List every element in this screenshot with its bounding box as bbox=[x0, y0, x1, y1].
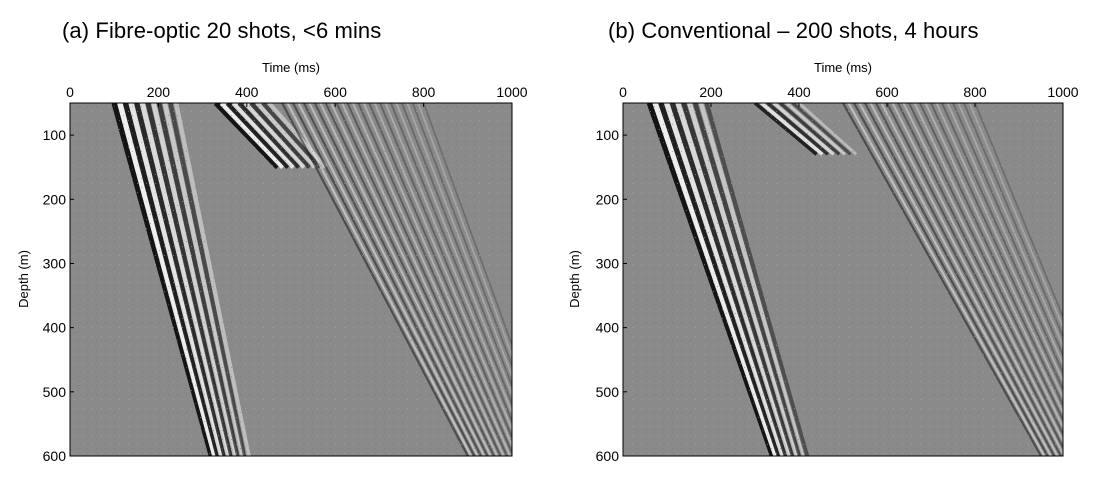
x-tick-label: 800 bbox=[412, 84, 436, 100]
panel-a-ylabel: Depth (m) bbox=[16, 250, 31, 308]
y-tick-label: 300 bbox=[596, 255, 620, 271]
panel-a-speckle bbox=[70, 103, 512, 456]
y-tick-label: 500 bbox=[43, 384, 67, 400]
y-tick-label: 300 bbox=[43, 255, 67, 271]
x-tick-label: 0 bbox=[66, 84, 74, 100]
y-tick-label: 400 bbox=[596, 320, 620, 336]
y-tick-label: 500 bbox=[596, 384, 620, 400]
x-tick-label: 600 bbox=[875, 84, 899, 100]
x-tick-label: 200 bbox=[147, 84, 171, 100]
y-tick-label: 200 bbox=[596, 191, 620, 207]
panel-a: Time (ms) Depth (m) 0 200 400 600 800 1000 10… bbox=[16, 60, 528, 464]
panel-b-speckle bbox=[623, 103, 1063, 456]
panel-b-frame bbox=[622, 102, 1064, 457]
panel-b-y-ticks: 100 200 300 400 500 600 bbox=[596, 127, 627, 464]
panel-a-xlabel: Time (ms) bbox=[262, 60, 320, 75]
panel-a-y-ticks: 100 200 300 400 500 600 bbox=[43, 127, 74, 464]
panel-b-xlabel: Time (ms) bbox=[814, 60, 872, 75]
x-tick-label: 600 bbox=[324, 84, 348, 100]
x-tick-label: 1000 bbox=[1047, 84, 1078, 100]
x-tick-label: 1000 bbox=[496, 84, 527, 100]
panel-b-title: (b) Conventional – 200 shots, 4 hours bbox=[608, 18, 979, 43]
y-tick-label: 100 bbox=[43, 127, 67, 143]
panel-a-title: (a) Fibre-optic 20 shots, <6 mins bbox=[62, 18, 382, 43]
x-tick-label: 0 bbox=[619, 84, 627, 100]
y-tick-label: 200 bbox=[43, 191, 67, 207]
y-tick-label: 100 bbox=[596, 127, 620, 143]
x-tick-label: 400 bbox=[235, 84, 259, 100]
panel-b-ylabel: Depth (m) bbox=[567, 250, 582, 308]
panel-a-x-ticks: 0 200 400 600 800 1000 bbox=[66, 84, 528, 107]
x-tick-label: 800 bbox=[963, 84, 987, 100]
x-tick-label: 200 bbox=[699, 84, 723, 100]
y-tick-label: 400 bbox=[43, 320, 67, 336]
panel-b: Time (ms) Depth (m) 0 200 400 600 800 1000 10… bbox=[567, 60, 1079, 464]
y-tick-label: 600 bbox=[43, 448, 67, 464]
panel-b-plot-area bbox=[623, 103, 1063, 456]
panel-a-plot-area bbox=[70, 103, 512, 456]
panel-a-frame bbox=[69, 102, 513, 457]
x-tick-label: 400 bbox=[787, 84, 811, 100]
panel-b-x-ticks: 0 200 400 600 800 1000 bbox=[619, 84, 1079, 107]
y-tick-label: 600 bbox=[596, 448, 620, 464]
